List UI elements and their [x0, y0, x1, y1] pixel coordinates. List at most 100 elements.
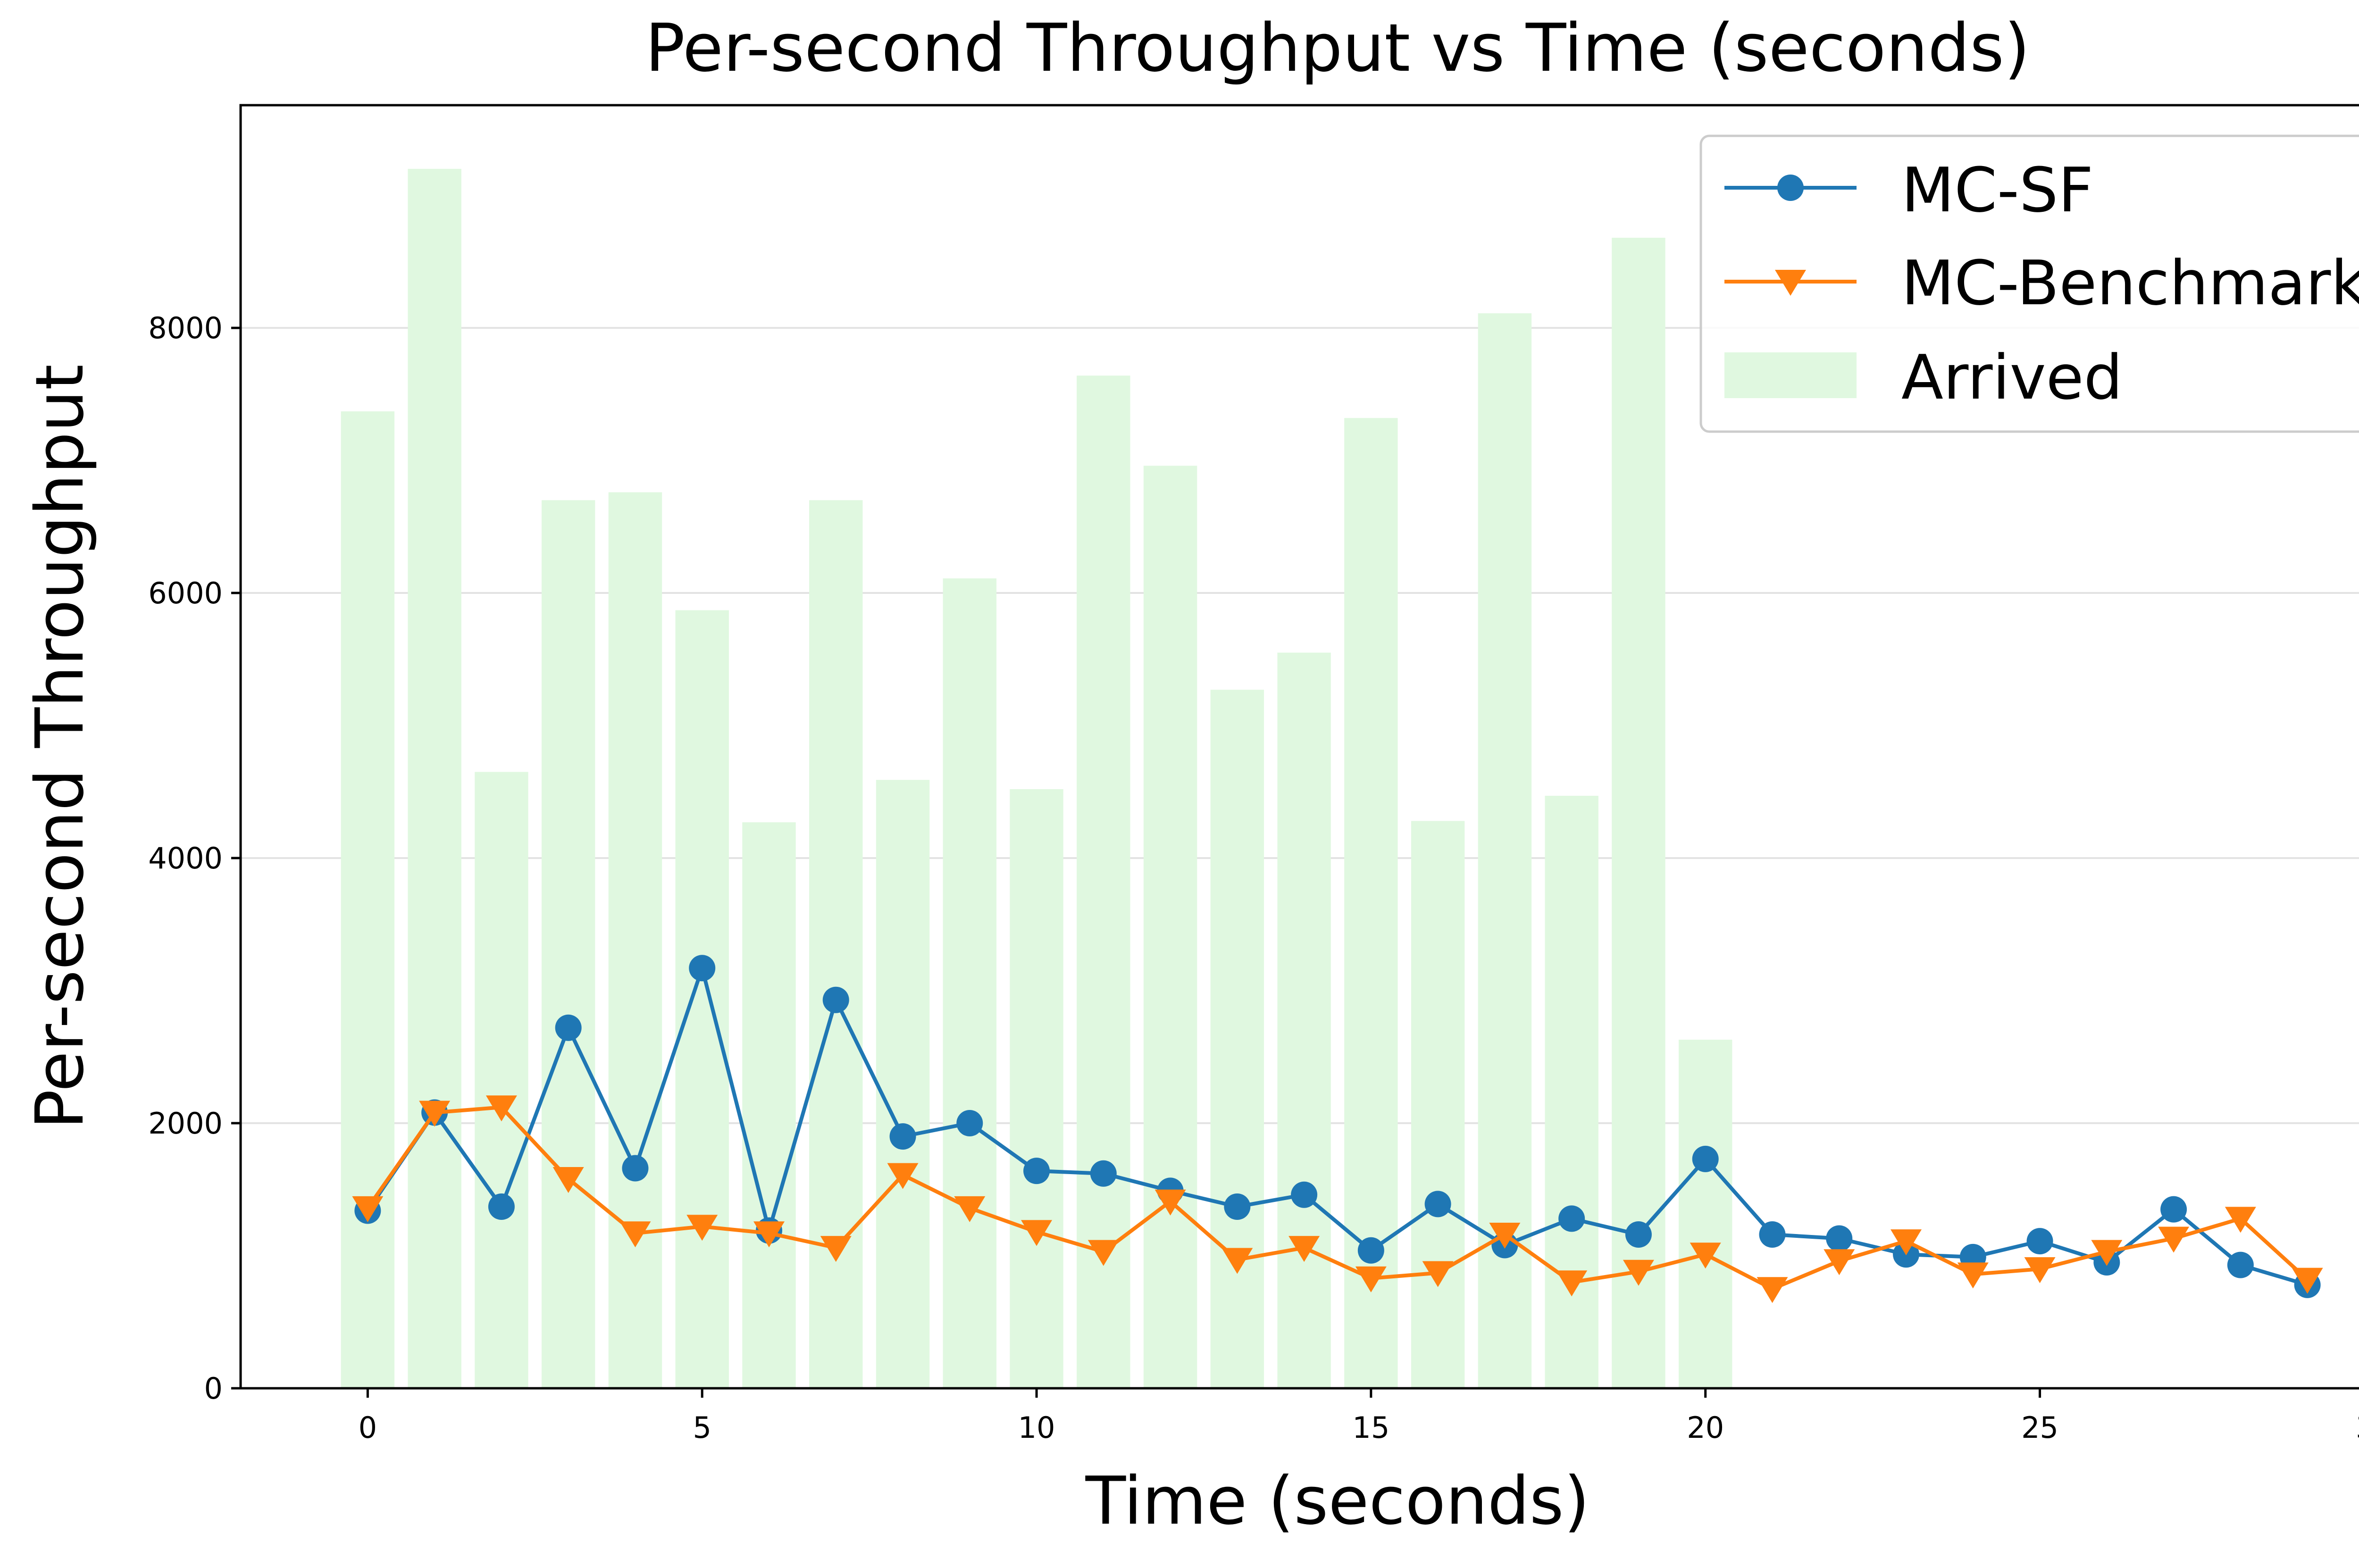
- series-line-mc-benchmark: [366, 1105, 2309, 1291]
- data-point-mc-sf: [1692, 1145, 1719, 1172]
- arrived-bar: [1679, 1039, 1732, 1388]
- data-point-mc-sf: [1023, 1158, 1050, 1184]
- data-point-mc-sf: [956, 1110, 983, 1137]
- arrived-bar: [1143, 466, 1197, 1388]
- data-point-mc-benchmark: [2225, 1207, 2256, 1233]
- arrived-bar: [608, 492, 662, 1388]
- data-point-mc-benchmark: [1422, 1261, 1454, 1287]
- data-point-mc-sf: [1291, 1181, 1318, 1208]
- data-point-mc-sf: [2160, 1196, 2187, 1223]
- data-point-mc-sf: [1224, 1193, 1251, 1220]
- grid-layer: [241, 327, 2359, 1125]
- data-point-mc-sf: [488, 1193, 515, 1220]
- data-point-mc-benchmark: [753, 1221, 785, 1248]
- x-tick-label: 30: [2356, 1410, 2359, 1445]
- data-point-mc-benchmark: [1824, 1249, 1855, 1276]
- x-tick-label: 15: [1352, 1410, 1389, 1445]
- y-tick-label: 0: [204, 1371, 223, 1406]
- arrived-bar: [1411, 821, 1465, 1388]
- y-tick-label: 8000: [148, 311, 223, 345]
- arrived-bar: [1612, 237, 1665, 1389]
- arrived-bar: [1277, 652, 1331, 1388]
- data-point-mc-benchmark: [887, 1163, 919, 1189]
- x-axis-label: Time (seconds): [1085, 1463, 1590, 1540]
- arrived-bar: [341, 411, 395, 1389]
- plot-frame: [239, 104, 2359, 1390]
- data-point-mc-benchmark: [1288, 1236, 1320, 1262]
- data-point-mc-sf: [1357, 1237, 1384, 1264]
- arrived-bar: [475, 772, 528, 1388]
- bar-layer: [341, 168, 1732, 1389]
- data-point-mc-sf: [622, 1155, 649, 1182]
- arrived-bar: [541, 500, 595, 1388]
- data-point-mc-benchmark: [1556, 1270, 1588, 1297]
- arrived-bar: [742, 822, 796, 1388]
- data-point-mc-benchmark: [552, 1167, 584, 1193]
- data-point-mc-benchmark: [2091, 1240, 2123, 1266]
- data-point-mc-sf: [2227, 1251, 2254, 1278]
- arrived-bar: [675, 610, 729, 1388]
- data-point-mc-benchmark: [1221, 1248, 1253, 1274]
- y-tick-label: 4000: [148, 841, 223, 876]
- data-point-mc-sf: [1090, 1160, 1117, 1187]
- data-point-mc-benchmark: [2292, 1268, 2323, 1294]
- line-layer: [352, 955, 2323, 1303]
- data-point-mc-sf: [2026, 1228, 2053, 1255]
- legend-label-mc-benchmark: MC-Benchmark: [1901, 247, 2359, 319]
- data-point-mc-benchmark: [686, 1215, 718, 1241]
- legend-marker-mc-benchmark: [1775, 270, 1806, 296]
- data-point-mc-sf: [555, 1014, 582, 1041]
- data-point-mc-benchmark: [1757, 1277, 1788, 1303]
- legend: MC-SF MC-Benchmark Arrived: [1699, 134, 2359, 433]
- data-point-mc-benchmark: [1154, 1189, 1186, 1216]
- data-point-mc-benchmark: [485, 1095, 517, 1122]
- data-point-mc-benchmark: [1355, 1266, 1387, 1293]
- x-tick-label: 0: [359, 1410, 377, 1445]
- arrived-bar: [1077, 375, 1130, 1388]
- arrived-bar: [943, 578, 996, 1388]
- arrived-bar: [1545, 795, 1598, 1388]
- y-tick-label: 2000: [148, 1106, 223, 1141]
- arrived-bar: [1344, 418, 1398, 1388]
- y-tick-label: 6000: [148, 576, 223, 610]
- data-point-mc-benchmark: [352, 1196, 384, 1222]
- data-point-mc-sf: [1826, 1225, 1853, 1252]
- data-point-mc-benchmark: [1623, 1259, 1654, 1286]
- data-point-mc-sf: [1759, 1221, 1786, 1248]
- legend-label-mc-sf: MC-SF: [1901, 154, 2093, 226]
- arrived-bar: [408, 168, 461, 1389]
- arrived-bar: [1210, 690, 1264, 1388]
- arrived-bar: [1478, 313, 1532, 1389]
- data-point-mc-benchmark: [1489, 1223, 1521, 1249]
- data-point-mc-benchmark: [1021, 1220, 1053, 1246]
- data-point-mc-sf: [1558, 1205, 1585, 1232]
- chart-title: Per-second Throughput vs Time (seconds): [645, 10, 2030, 87]
- data-point-mc-benchmark: [1957, 1262, 1989, 1289]
- data-point-mc-benchmark: [820, 1236, 852, 1262]
- arrived-bar: [876, 780, 930, 1388]
- legend-label-arrived: Arrived: [1901, 342, 2123, 413]
- data-point-mc-benchmark: [954, 1196, 986, 1222]
- data-point-mc-sf: [1424, 1191, 1451, 1218]
- x-tick-label: 5: [693, 1410, 711, 1445]
- data-point-mc-benchmark: [419, 1101, 451, 1127]
- axis-layer: 0 5 10 15 20 25 30 0 2000 4000 6000 8000: [148, 311, 2359, 1445]
- data-point-mc-benchmark: [1087, 1240, 1119, 1266]
- data-point-mc-benchmark: [2024, 1257, 2056, 1284]
- data-point-mc-benchmark: [1891, 1229, 1922, 1256]
- data-point-mc-benchmark: [619, 1221, 651, 1248]
- arrived-bar: [1010, 789, 1063, 1388]
- data-point-mc-benchmark: [1690, 1243, 1721, 1269]
- data-point-mc-sf: [1625, 1221, 1652, 1248]
- x-tick-label: 20: [1687, 1410, 1724, 1445]
- legend-swatch-arrived: [1724, 352, 1857, 398]
- data-point-mc-sf: [689, 955, 716, 982]
- x-tick-label: 25: [2021, 1410, 2058, 1445]
- data-point-mc-benchmark: [2158, 1226, 2190, 1253]
- legend-marker-mc-sf: [1777, 175, 1804, 201]
- data-point-mc-sf: [822, 986, 849, 1013]
- y-axis-label: Per-second Throughput: [22, 364, 99, 1129]
- x-tick-label: 10: [1018, 1410, 1055, 1445]
